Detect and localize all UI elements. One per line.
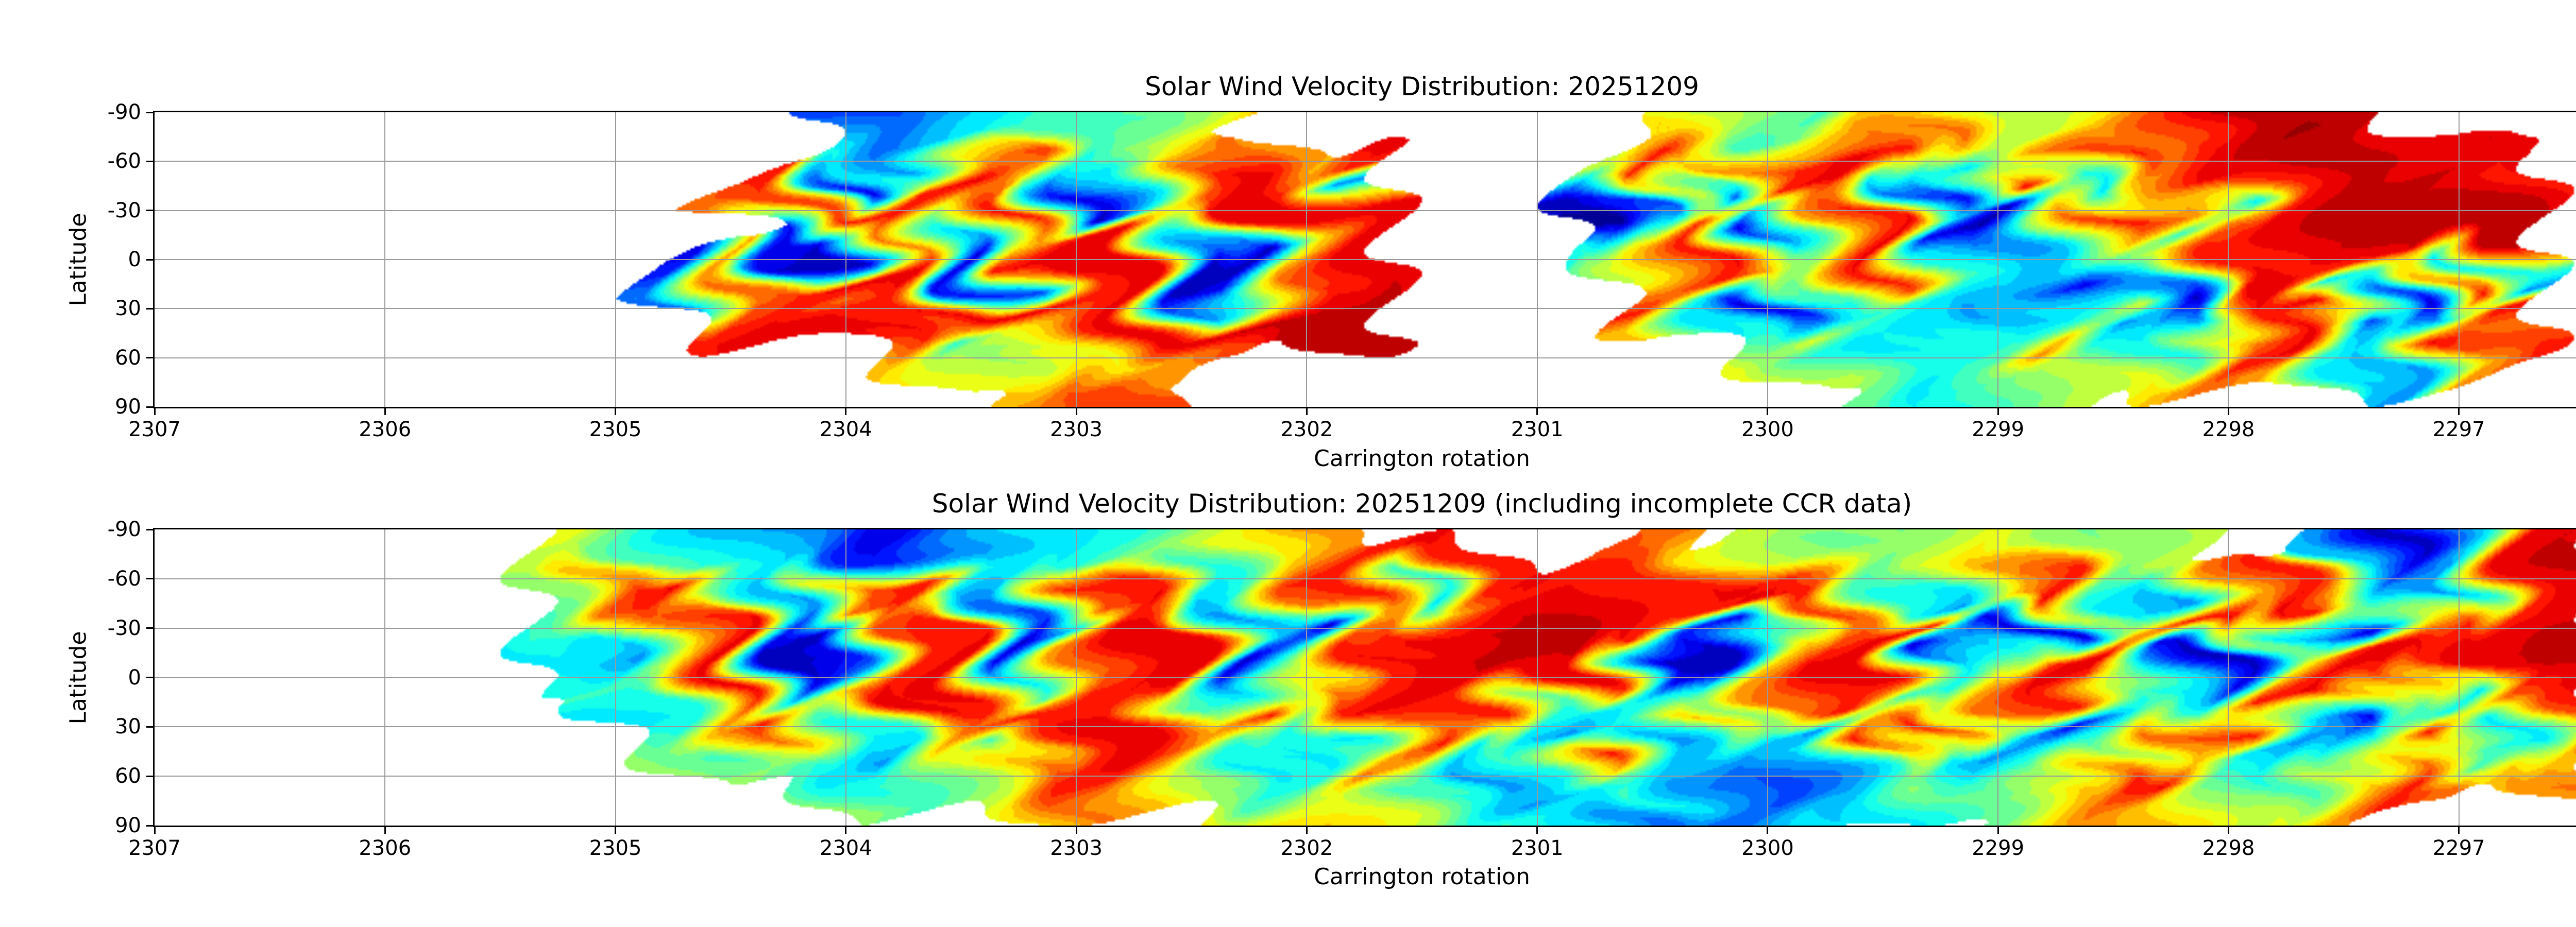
y-gridline <box>155 627 2576 629</box>
x-tick-label: 2300 <box>1741 418 1794 441</box>
panel2-xaxis-label: Carrington rotation <box>1314 864 1530 890</box>
y-gridline <box>155 776 2576 777</box>
x-tick-mark <box>1536 407 1538 415</box>
y-tick-label: 90 <box>115 814 141 837</box>
y-tick-label: -90 <box>107 100 141 124</box>
x-tick-label: 2301 <box>1511 836 1564 860</box>
x-tick-label: 2299 <box>1972 836 2025 860</box>
x-tick-mark <box>1997 826 1999 834</box>
y-tick-mark <box>146 677 155 678</box>
y-tick-mark <box>146 160 155 162</box>
x-tick-mark <box>384 826 386 834</box>
x-tick-mark <box>1767 407 1769 415</box>
y-tick-mark <box>146 357 155 359</box>
x-tick-label: 2303 <box>1050 836 1103 860</box>
y-tick-mark <box>146 726 155 728</box>
y-tick-label: 90 <box>115 395 141 419</box>
y-gridline <box>155 259 2576 260</box>
y-tick-mark <box>146 406 155 408</box>
x-tick-label: 2298 <box>2202 418 2255 441</box>
x-tick-label: 2305 <box>589 836 642 860</box>
x-tick-label: 2299 <box>1972 418 2025 441</box>
y-tick-label: 0 <box>128 665 141 690</box>
y-tick-label: 60 <box>115 346 141 370</box>
x-tick-label: 2297 <box>2432 836 2485 860</box>
x-tick-label: 2304 <box>819 836 872 860</box>
y-gridline <box>155 726 2576 728</box>
y-tick-mark <box>146 307 155 310</box>
y-tick-label: 0 <box>128 248 141 271</box>
x-tick-mark <box>154 826 156 834</box>
y-gridline <box>155 210 2576 211</box>
x-tick-mark <box>1075 826 1077 834</box>
y-gridline <box>155 357 2576 358</box>
y-tick-label: 60 <box>115 764 141 788</box>
x-tick-mark <box>845 826 847 834</box>
x-tick-label: 2305 <box>589 418 642 441</box>
panel1-xaxis-label: Carrington rotation <box>1314 445 1530 472</box>
x-tick-mark <box>154 407 156 415</box>
y-tick-label: -30 <box>107 198 141 222</box>
x-tick-mark <box>2458 407 2460 415</box>
y-tick-label: -30 <box>107 616 141 640</box>
y-tick-mark <box>146 528 155 530</box>
x-tick-mark <box>2458 826 2460 834</box>
y-gridline <box>155 161 2576 162</box>
x-tick-label: 2307 <box>128 836 181 860</box>
y-tick-label: -60 <box>107 149 141 174</box>
panel1-title: Solar Wind Velocity Distribution: 202512… <box>1145 72 1699 101</box>
x-tick-mark <box>1767 826 1769 834</box>
x-tick-label: 2302 <box>1280 836 1333 860</box>
x-tick-mark <box>615 407 617 415</box>
y-tick-label: 30 <box>115 715 141 739</box>
y-tick-label: -60 <box>107 566 141 591</box>
x-tick-label: 2306 <box>359 418 412 441</box>
y-tick-mark <box>146 210 155 212</box>
y-tick-label: -90 <box>107 518 141 541</box>
x-tick-mark <box>615 826 617 834</box>
y-tick-mark <box>146 259 155 261</box>
x-tick-mark <box>1997 407 1999 415</box>
y-gridline <box>155 578 2576 579</box>
x-tick-label: 2304 <box>819 418 872 441</box>
x-tick-mark <box>1075 407 1077 415</box>
x-tick-label: 2302 <box>1280 418 1333 441</box>
x-tick-label: 2303 <box>1050 418 1103 441</box>
x-tick-mark <box>384 407 386 415</box>
y-tick-mark <box>146 825 155 827</box>
x-tick-mark <box>845 407 847 415</box>
x-tick-label: 2306 <box>359 836 412 860</box>
y-tick-mark <box>146 111 155 113</box>
x-tick-mark <box>1536 826 1538 834</box>
y-tick-mark <box>146 775 155 777</box>
y-tick-mark <box>146 578 155 580</box>
y-tick-label: 30 <box>115 297 141 321</box>
x-tick-mark <box>1306 826 1308 834</box>
x-tick-label: 2298 <box>2202 836 2255 860</box>
y-gridline <box>155 677 2576 678</box>
x-tick-mark <box>2227 826 2229 834</box>
x-tick-mark <box>2227 407 2229 415</box>
x-tick-mark <box>1306 407 1308 415</box>
x-tick-label: 2300 <box>1741 836 1794 860</box>
y-gridline <box>155 308 2576 310</box>
y-tick-mark <box>146 627 155 629</box>
x-tick-label: 2301 <box>1511 418 1564 441</box>
x-tick-label: 2297 <box>2432 418 2485 441</box>
x-tick-label: 2307 <box>128 418 181 441</box>
panel2-title: Solar Wind Velocity Distribution: 202512… <box>931 489 1912 519</box>
